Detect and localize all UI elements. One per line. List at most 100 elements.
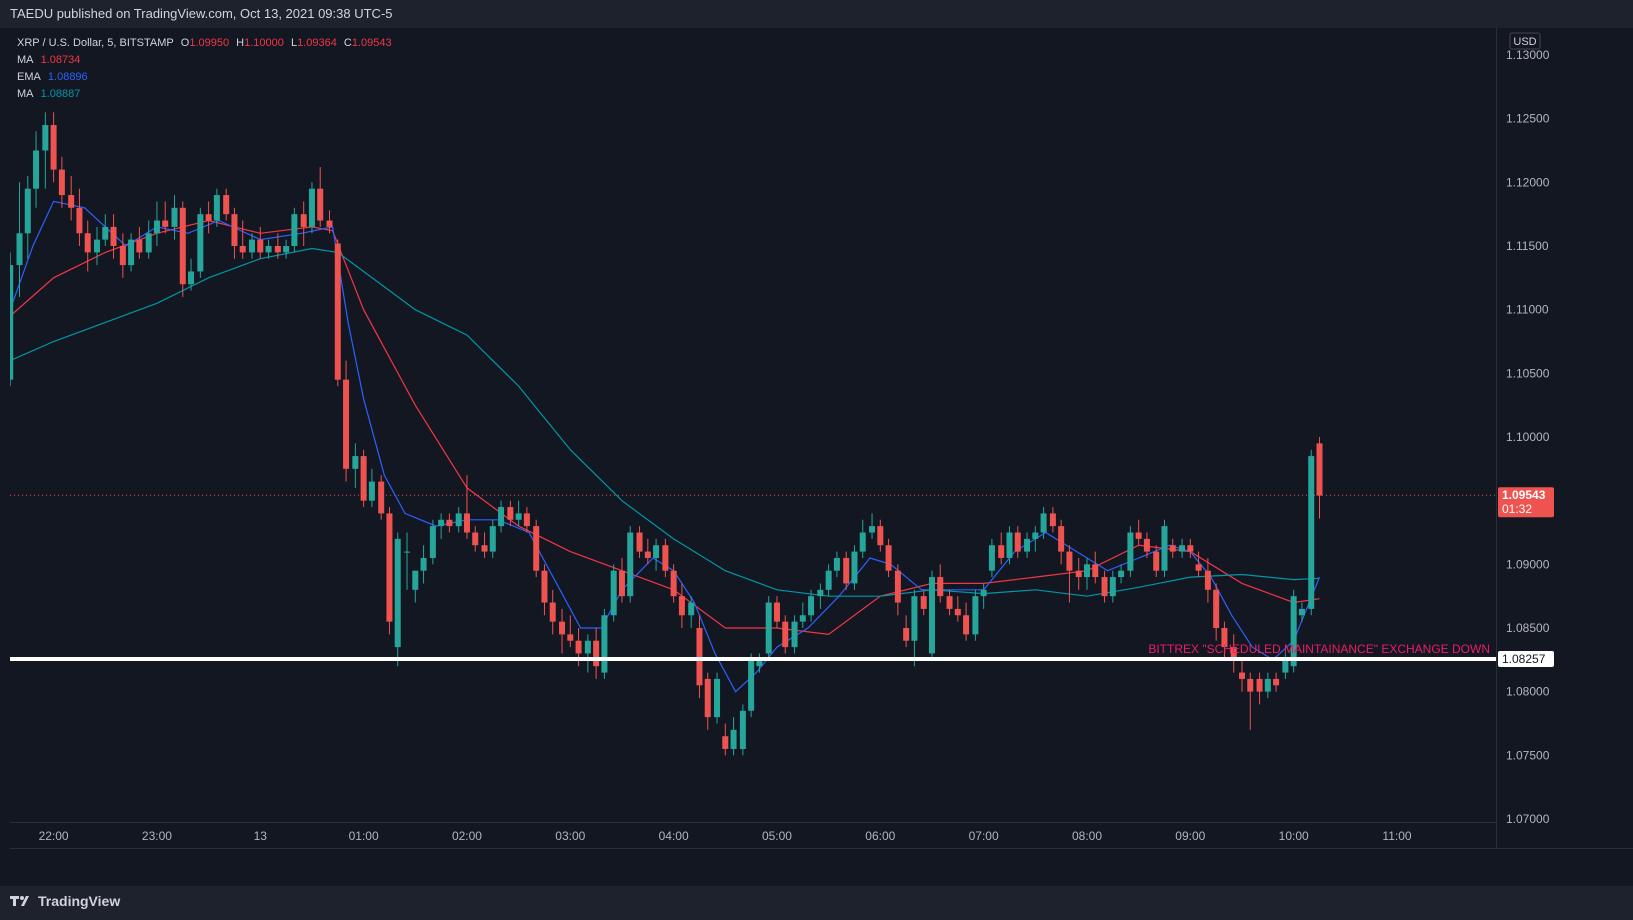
candle-down[interactable] xyxy=(533,526,540,571)
candle-up[interactable] xyxy=(1161,526,1168,571)
candle-down[interactable] xyxy=(1058,526,1065,552)
candle-up[interactable] xyxy=(859,532,866,552)
candle-down[interactable] xyxy=(1049,513,1056,527)
candle-up[interactable] xyxy=(808,596,815,616)
candle-up[interactable] xyxy=(145,233,152,253)
candle-up[interactable] xyxy=(911,596,918,641)
candle-up[interactable] xyxy=(627,532,634,597)
candle-up[interactable] xyxy=(249,239,256,253)
candle-up[interactable] xyxy=(438,519,445,527)
candle-down[interactable] xyxy=(1273,678,1280,686)
candle-up[interactable] xyxy=(980,589,987,597)
candle-up[interactable] xyxy=(972,596,979,635)
candle-up[interactable] xyxy=(730,729,737,749)
candle-down[interactable] xyxy=(549,602,556,622)
candle-down[interactable] xyxy=(472,532,479,546)
candle-down[interactable] xyxy=(722,736,729,749)
candle-down[interactable] xyxy=(1213,589,1220,628)
candle-up[interactable] xyxy=(584,640,591,654)
candle-up[interactable] xyxy=(197,214,204,272)
candle-up[interactable] xyxy=(308,188,315,227)
candle-up[interactable] xyxy=(833,557,840,571)
candle-down[interactable] xyxy=(1230,647,1237,660)
candle-down[interactable] xyxy=(507,507,514,520)
candle-down[interactable] xyxy=(274,246,281,253)
candle-up[interactable] xyxy=(489,526,496,552)
candle-up[interactable] xyxy=(851,551,858,584)
candle-down[interactable] xyxy=(559,621,566,635)
legend-indicator-ema[interactable]: EMA 1.08896 xyxy=(17,69,396,86)
candle-up[interactable] xyxy=(1127,532,1134,571)
candle-down[interactable] xyxy=(68,195,75,208)
legend-indicator-ma1[interactable]: MA 1.08734 xyxy=(17,52,396,69)
candle-up[interactable] xyxy=(653,545,660,558)
candle-up[interactable] xyxy=(498,507,505,527)
chart-area[interactable]: 1.13000 1.12500 1.12000 1.11500 1.11000 1.105… xyxy=(10,28,1633,886)
candle-up[interactable] xyxy=(352,456,359,469)
candle-down[interactable] xyxy=(360,456,367,501)
candle-down[interactable] xyxy=(58,169,65,196)
candle-up[interactable] xyxy=(283,246,290,253)
candle-down[interactable] xyxy=(50,125,57,170)
candle-down[interactable] xyxy=(670,570,677,597)
candle-up[interactable] xyxy=(412,570,419,590)
candle-down[interactable] xyxy=(1221,628,1228,648)
candle-up[interactable] xyxy=(1118,570,1125,578)
candle-down[interactable] xyxy=(386,513,393,622)
maintenance-annotation[interactable]: BITTREX "SCHEDULED MAINTAINANCE" EXCHANG… xyxy=(1148,642,1490,656)
candle-down[interactable] xyxy=(1153,551,1160,571)
candle-up[interactable] xyxy=(765,602,772,654)
candle-down[interactable] xyxy=(894,570,901,603)
candle-up[interactable] xyxy=(610,570,617,616)
candle-up[interactable] xyxy=(291,214,298,246)
tradingview-brand[interactable]: TradingView xyxy=(10,893,120,909)
candle-down[interactable] xyxy=(903,628,910,641)
price-axis-panel[interactable] xyxy=(1496,28,1633,886)
candle-down[interactable] xyxy=(446,519,453,527)
candle-down[interactable] xyxy=(877,526,884,546)
candle-up[interactable] xyxy=(16,233,23,266)
candle-up[interactable] xyxy=(171,207,178,227)
candle-down[interactable] xyxy=(1238,672,1245,679)
candle-down[interactable] xyxy=(963,615,970,635)
candle-up[interactable] xyxy=(748,659,755,711)
candle-down[interactable] xyxy=(593,640,600,667)
candle-down[interactable] xyxy=(1101,577,1108,597)
candle-down[interactable] xyxy=(954,608,961,616)
candle-up[interactable] xyxy=(1024,538,1031,552)
candle-down[interactable] xyxy=(257,239,264,253)
candle-down[interactable] xyxy=(920,596,927,609)
candle-down[interactable] xyxy=(76,207,83,234)
candle-down[interactable] xyxy=(84,233,91,253)
candle-down[interactable] xyxy=(317,188,324,221)
candle-down[interactable] xyxy=(231,214,238,246)
candle-down[interactable] xyxy=(343,379,350,469)
candle-up[interactable] xyxy=(102,226,109,240)
candle-up[interactable] xyxy=(33,150,40,189)
candle-up[interactable] xyxy=(1040,513,1047,533)
candle-down[interactable] xyxy=(1256,678,1263,692)
candle-down[interactable] xyxy=(179,207,186,285)
candle-up[interactable] xyxy=(42,125,49,151)
candle-up[interactable] xyxy=(928,577,935,654)
candle-up[interactable] xyxy=(10,265,14,380)
candle-down[interactable] xyxy=(1316,443,1323,496)
candle-up[interactable] xyxy=(714,678,721,718)
candle-down[interactable] xyxy=(1187,545,1194,552)
candle-up[interactable] xyxy=(1298,608,1305,616)
candle-up[interactable] xyxy=(1282,659,1289,673)
candle-up[interactable] xyxy=(1308,456,1315,609)
candle-down[interactable] xyxy=(704,678,711,718)
candle-down[interactable] xyxy=(782,621,789,648)
currency-badge[interactable] xyxy=(1509,32,1541,50)
candle-up[interactable] xyxy=(988,545,995,571)
candle-down[interactable] xyxy=(636,532,643,552)
candle-down[interactable] xyxy=(1169,545,1176,552)
candle-up[interactable] xyxy=(213,195,220,221)
candle-down[interactable] xyxy=(119,246,126,266)
candle-down[interactable] xyxy=(326,220,333,227)
candle-up[interactable] xyxy=(515,513,522,520)
legend-indicator-ma2[interactable]: MA 1.08887 xyxy=(17,86,396,103)
candle-up[interactable] xyxy=(394,538,401,648)
candle-up[interactable] xyxy=(153,220,160,234)
